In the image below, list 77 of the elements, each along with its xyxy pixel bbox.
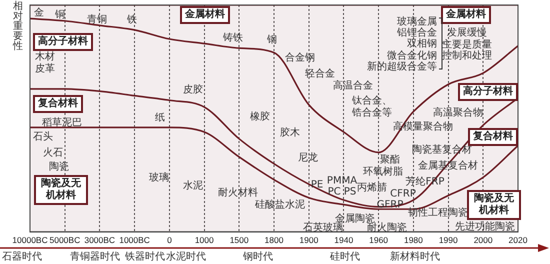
annotation: 青铜 — [87, 14, 107, 26]
annotation: 胶木 — [280, 128, 300, 138]
annotation: 高温合金 — [333, 80, 373, 92]
text: 金属材料 — [446, 9, 486, 20]
annotation: 高温聚合物 — [433, 108, 483, 118]
annotation: 新的超级合金等 — [367, 62, 437, 72]
annotation: CFRP — [390, 188, 416, 200]
annotation: 石英玻璃 — [303, 222, 343, 234]
x-tick-label: 10000BC — [12, 235, 48, 246]
annotation: PE — [310, 180, 324, 190]
annotation: 微合金化钢 — [387, 50, 437, 62]
annotation: 木材 — [35, 52, 55, 62]
text: 硅时代 — [330, 252, 360, 262]
x-tick-label: 1980 — [404, 235, 424, 246]
annotation: 稻草泥巴 — [42, 118, 82, 128]
annotation: 铸铁 — [223, 32, 243, 44]
annotation: 皮胶 — [183, 84, 203, 96]
x-tick-label: 1500 — [230, 235, 249, 246]
annotation: PC PS — [328, 186, 356, 198]
annotation: 钛合金、 — [352, 96, 392, 106]
annotation: 合金钢 — [285, 52, 315, 64]
text: 陶瓷及无机材料 — [41, 178, 81, 201]
text: 青铜器时代 — [70, 252, 120, 262]
annotation: 纸 — [155, 112, 165, 124]
annotation: 陶瓷 — [49, 162, 69, 172]
annotation: 铁 — [127, 14, 137, 26]
x-tick-label: 1800 — [264, 235, 284, 246]
annotation: 耐火材料 — [218, 188, 258, 198]
annotation: PMMA — [326, 176, 358, 186]
x-tick-label: 5000BC — [50, 235, 80, 246]
annotation: 丙烯腈 — [357, 182, 387, 194]
x-tick-label: 2000 — [474, 235, 493, 246]
annotation: 橡胶 — [250, 112, 270, 122]
x-tick-label: 2020 — [508, 235, 528, 246]
annotation: 玻璃金属 — [397, 16, 437, 28]
y-axis-title: 相对重要性 — [13, 1, 24, 52]
annotation: 双相钢 — [407, 38, 437, 50]
x-tick-label: 1990 — [438, 235, 458, 246]
annotation: 先进功能陶瓷 — [455, 222, 515, 232]
text: 新材料时代 — [390, 252, 440, 262]
annotation: 主要是质量 — [442, 40, 492, 50]
annotation: 石头 — [33, 132, 53, 142]
text: 钢时代 — [243, 252, 273, 262]
annotation: 金 — [34, 8, 44, 18]
text: 复合材料 — [38, 98, 78, 109]
text: 高分子材料 — [38, 36, 88, 47]
annotation: 聚酯 — [380, 154, 400, 166]
x-tick-label: 1940 — [334, 235, 354, 246]
x-tick-label: 1960 — [369, 235, 388, 246]
annotation: 钢 — [267, 34, 277, 46]
annotation: 铝锂合金 — [397, 28, 437, 38]
annotation: 玻璃 — [149, 172, 169, 184]
text: 石器时代 — [2, 252, 42, 262]
annotation: 硅酸盐水泥 — [255, 200, 305, 210]
x-tick-label: 1900 — [299, 235, 319, 246]
annotation: 皮革 — [35, 64, 55, 74]
annotation: 轻合金 — [305, 68, 335, 80]
annotation: 环氧树脂 — [363, 166, 403, 178]
series-label: 金属材料 — [180, 6, 230, 24]
annotation: 耐火陶瓷 — [367, 222, 407, 234]
series-label: 复合材料 — [468, 128, 518, 146]
annotation: 尼龙 — [298, 152, 318, 164]
annotation: 控制和处理 — [442, 50, 492, 62]
x-tick-label: 3000BC — [84, 235, 116, 246]
annotation: 锆合金等 — [352, 108, 392, 118]
annotation: 铜 — [55, 10, 65, 20]
annotation: 火石 — [43, 148, 63, 158]
text: 铁器时代 — [125, 252, 165, 262]
text: 水泥时代 — [166, 252, 206, 262]
annotation: 发展缓慢 — [447, 28, 487, 38]
annotation: 水泥 — [183, 180, 203, 192]
series-label: 高分子材料 — [458, 83, 518, 101]
series-label: 陶瓷及无机材料 — [467, 190, 521, 220]
x-tick-label: 0 — [167, 235, 172, 246]
annotation: 韧性工程陶瓷 — [408, 208, 468, 218]
x-tick-label: 1000 — [194, 235, 214, 246]
x-tick-label: 1000BC — [119, 235, 150, 246]
